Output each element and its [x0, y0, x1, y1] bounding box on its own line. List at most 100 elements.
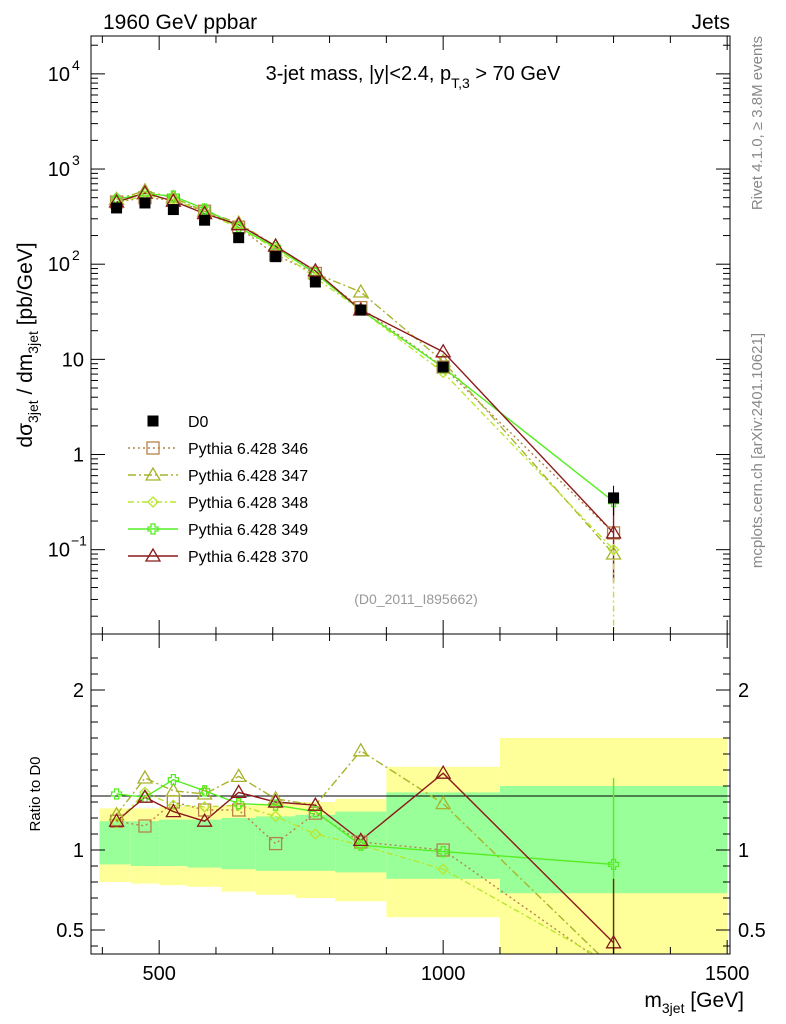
main-ytick-exponent: 4: [72, 57, 80, 73]
ratio-point-p349: [110, 788, 123, 800]
main-data-point: [437, 361, 449, 373]
main-point-p347: [352, 283, 369, 298]
main-ytick-label: 10: [62, 349, 84, 371]
main-point-p370: [307, 262, 324, 277]
main-data-point: [199, 214, 211, 226]
ratio-ytick-label: 2: [73, 680, 84, 702]
legend-marker-p370: [144, 547, 162, 562]
legend-marker-p347: [144, 466, 162, 481]
legend-marker-data: [147, 415, 159, 427]
ratio-plot-panel: 0.5 0.5 1 1 2 2 500 1000 1500 Ratio to D0 m3jet …: [27, 633, 766, 1016]
ratio-point-p349: [198, 785, 211, 797]
ratio-point-p349: [437, 845, 449, 858]
legend-label-data: D0: [188, 414, 209, 431]
ratio-point-p348: [167, 799, 180, 812]
ratio-point-p348: [232, 799, 245, 812]
main-point-p349: [110, 193, 123, 206]
ratio-point-p370: [267, 793, 284, 808]
legend-label-p370: Pythia 6.428 370: [188, 549, 308, 566]
ratio-point-p370: [435, 764, 452, 779]
main-series-line-p346: [116, 196, 615, 534]
ratio-band-inner: [221, 818, 256, 870]
mcplots-label: mcplots.cern.ch [arXiv:2401.10621]: [749, 333, 766, 568]
ratio-point-p348: [437, 863, 450, 876]
rivet-label: Rivet 4.1.0, ≥ 3.8M events: [749, 36, 766, 210]
ratio-ylabel: Ratio to D0: [27, 756, 44, 831]
ratio-point-p348: [139, 786, 151, 799]
main-series-line-p349: [116, 193, 614, 503]
main-ytick-label: 10: [48, 540, 70, 562]
main-ytick-label: 10: [48, 159, 70, 181]
main-data-point: [608, 492, 620, 504]
ratio-point-p370: [352, 832, 369, 847]
ratio-point-p349: [607, 858, 620, 871]
ratio-point-p370: [108, 812, 125, 827]
main-point-p347: [605, 545, 622, 560]
ratio-ytick-label-right: 2: [738, 680, 749, 702]
ratio-point-p370: [196, 812, 213, 827]
main-point-p370: [605, 524, 622, 539]
ratio-point-p348: [309, 828, 322, 840]
ratio-band-inner: [99, 821, 131, 865]
ratio-band-inner: [130, 821, 160, 866]
ratio-band-inner: [187, 819, 222, 868]
x-tick-label: 1500: [705, 963, 750, 985]
main-point-p370: [267, 237, 284, 252]
main-point-p348: [607, 543, 620, 556]
ratio-point-p346: [232, 803, 246, 817]
ratio-ytick-label: 0.5: [56, 920, 84, 942]
legend-marker-p349: [147, 523, 159, 535]
main-ytick-exponent: −1: [71, 533, 87, 549]
main-data-point: [309, 276, 321, 288]
ratio-point-p347: [165, 782, 182, 797]
watermark: (D0_2011_I895662): [354, 591, 478, 607]
x-tick-label: 500: [142, 963, 175, 985]
ratio-series-line-p348: [116, 791, 596, 954]
ratio-point-p370: [230, 784, 247, 799]
ratio-series-line-p370: [116, 772, 615, 944]
legend-label-p349: Pythia 6.428 349: [188, 522, 308, 539]
ratio-point-p346: [138, 819, 152, 833]
ratio-plot-frame: [90, 633, 731, 955]
legend-marker-p348: [147, 496, 159, 508]
ratio-point-p370: [307, 796, 324, 811]
x-axis-label: m3jet [GeV]: [644, 989, 744, 1016]
main-ytick-exponent: 3: [72, 152, 80, 168]
legend-label-p348: Pythia 6.428 348: [188, 495, 308, 512]
ratio-ytick-label-right: 1: [738, 840, 749, 862]
legend-label-p346: Pythia 6.428 346: [188, 441, 308, 458]
ratio-point-p349: [167, 773, 180, 786]
main-data-point: [111, 202, 123, 214]
main-data-point: [270, 251, 282, 263]
ratio-band-inner: [159, 819, 188, 866]
header-left: 1960 GeV ppbar: [103, 11, 257, 34]
legend-marker-p346: [146, 441, 160, 455]
ratio-point-p346: [268, 836, 283, 851]
main-data-point: [355, 304, 367, 316]
ratio-ytick-label-right: 0.5: [738, 920, 766, 942]
ratio-point-p370: [165, 803, 182, 818]
ratio-point-p349: [233, 797, 245, 810]
x-tick-label: 1000: [421, 963, 466, 985]
main-title: 3-jet mass, |y|<2.4, pT,3 > 70 GeV: [266, 63, 561, 91]
ratio-ytick-label: 1: [73, 840, 84, 862]
main-ytick-exponent: 2: [72, 247, 80, 263]
main-point-p370: [230, 216, 247, 231]
main-point-p347: [230, 214, 247, 229]
main-data-point: [167, 204, 179, 216]
legend-label-p347: Pythia 6.428 347: [188, 468, 308, 485]
ratio-band-inner: [255, 816, 296, 871]
main-point-p347: [136, 182, 154, 197]
ratio-point-p347: [267, 790, 284, 805]
legend: D0 Pythia 6.428 346 Pythia 6.428 347 Pythia…: [128, 414, 308, 566]
ratio-point-p347: [136, 769, 154, 784]
ratio-point-p370: [136, 788, 154, 803]
ratio-point-p347: [352, 742, 369, 757]
main-data-point: [233, 232, 245, 244]
main-data-point: [139, 197, 151, 209]
main-ytick-label: 10: [48, 64, 70, 86]
main-series-line-p370: [116, 192, 615, 534]
header-right: Jets: [691, 11, 730, 34]
